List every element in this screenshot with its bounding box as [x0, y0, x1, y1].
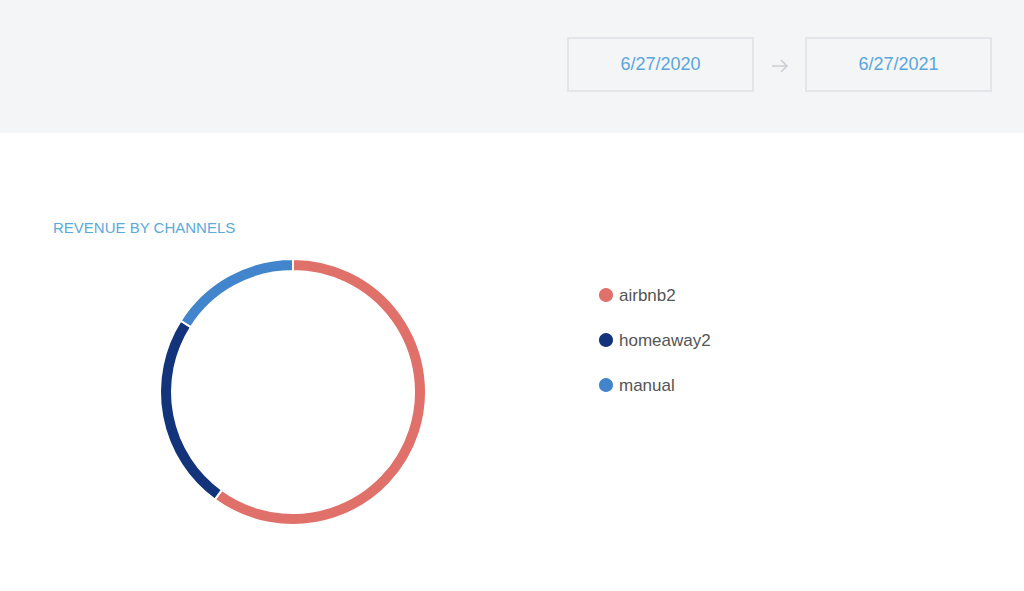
html-text:6/27/2021: 6/27/2021: [858, 54, 939, 74]
svg-text:homeaway2: homeaway2: [619, 331, 711, 350]
html-text:6/27/2020: 6/27/2020: [620, 54, 701, 74]
svg-text:manual: manual: [619, 376, 675, 395]
svg-text:REVENUE BY CHANNELS: REVENUE BY CHANNELS: [53, 219, 235, 236]
svg-text:airbnb2: airbnb2: [619, 286, 676, 305]
